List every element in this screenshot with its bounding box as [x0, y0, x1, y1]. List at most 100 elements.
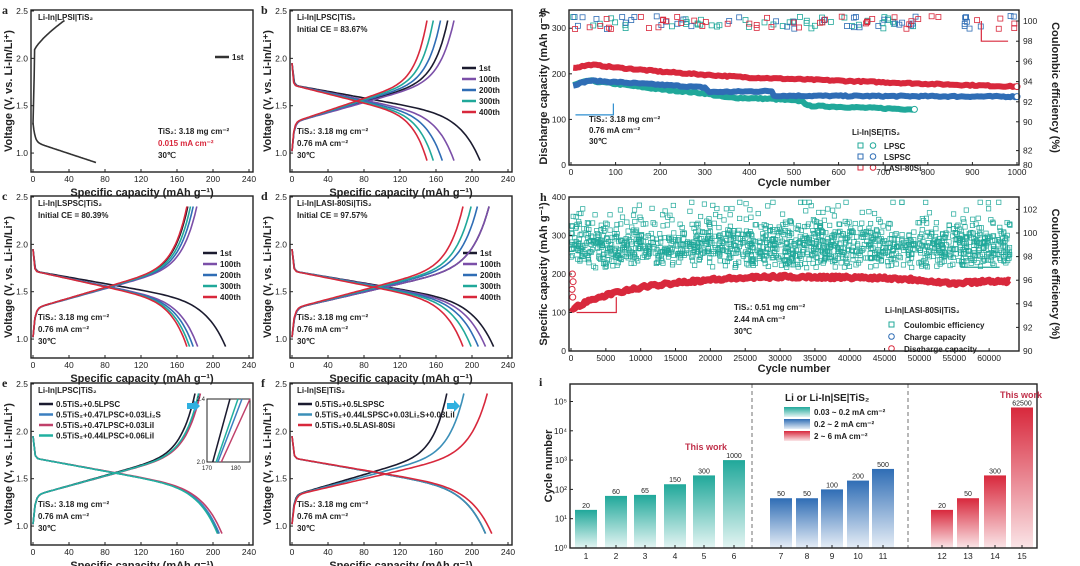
ce-point	[696, 228, 702, 234]
ce-point	[866, 209, 872, 215]
ce-point	[614, 221, 620, 228]
ce-point	[874, 228, 880, 234]
ce-point	[826, 254, 832, 260]
x-tick-label: 120	[393, 547, 407, 557]
ce-point	[997, 15, 1004, 22]
ce-point	[659, 212, 666, 218]
ce-point	[928, 13, 935, 20]
panel-title: Li-In|SE|TiS₂	[297, 386, 345, 395]
ce-point	[717, 258, 723, 264]
ce-point	[785, 228, 791, 234]
ce-point	[646, 25, 652, 31]
ce-point	[742, 17, 749, 23]
x-tick-label: 900	[965, 167, 979, 177]
bar	[931, 509, 953, 548]
ce-point	[667, 245, 673, 251]
ce-point	[785, 260, 791, 266]
bar-value-label: 200	[852, 474, 864, 481]
ce-point	[573, 225, 579, 231]
right-y-tick-label: 90	[1023, 346, 1033, 356]
ce-point	[971, 252, 977, 258]
ce-point	[844, 235, 850, 241]
ce-point	[919, 242, 925, 248]
charge-curve	[32, 206, 188, 338]
condition-label: TiS₂: 3.18 mg cm⁻²	[297, 127, 369, 136]
y-tick-label: 10²	[555, 484, 567, 494]
ce-point	[825, 206, 831, 212]
ce-point	[923, 233, 929, 239]
legend-label: 0.5TiS₂+0.5LSPSC	[315, 400, 385, 409]
y-tick-label: 2.0	[16, 426, 28, 436]
ce-point	[691, 247, 697, 253]
ce-point	[625, 234, 631, 240]
ce-point	[931, 249, 937, 255]
ce-point	[594, 228, 600, 234]
ce-point	[859, 220, 865, 226]
panel-label: c	[2, 189, 8, 203]
ce-point	[923, 199, 929, 205]
ce-point	[630, 212, 637, 218]
ce-point	[646, 251, 652, 257]
ce-point	[971, 247, 977, 253]
ce-point	[817, 220, 823, 226]
ce-point	[651, 244, 657, 250]
ce-point	[935, 14, 942, 20]
legend-label: 0.03 ~ 0.2 mA cm⁻²	[814, 408, 886, 417]
ce-point	[946, 227, 952, 233]
panel-c: c 1st 100th 200th 300th 400th 0 40 80 120 160 200 24…	[2, 189, 256, 385]
ce-point	[997, 228, 1003, 234]
ce-point	[809, 240, 816, 246]
ce-point	[693, 234, 699, 240]
ce-point	[1002, 244, 1009, 250]
bar-value-label: 20	[582, 503, 590, 510]
ce-point	[756, 243, 763, 249]
ce-point	[924, 251, 930, 257]
ce-point	[578, 210, 584, 217]
ce-point	[637, 243, 643, 249]
ce-point	[817, 19, 823, 26]
panel-label: i	[539, 375, 543, 389]
legend-label: Discharge capacity	[904, 345, 977, 354]
capacity-end-point	[910, 105, 918, 113]
ce-point	[623, 245, 629, 251]
x-tick-label: 45000	[873, 353, 897, 363]
ce-point	[571, 245, 577, 251]
ce-point	[628, 239, 634, 245]
bar-value-label: 20	[938, 503, 946, 510]
plot-frame	[30, 382, 254, 546]
x-tick-label: 10	[853, 551, 863, 561]
ce-point	[899, 199, 905, 205]
initial-capacity-point	[569, 293, 577, 301]
ce-point	[640, 254, 646, 260]
ce-point	[618, 221, 624, 227]
condition-label: 30℃	[38, 337, 56, 346]
x-tick-label: 0	[290, 360, 295, 370]
ce-point	[763, 223, 769, 229]
ce-point	[1000, 249, 1007, 255]
ce-point	[597, 23, 604, 29]
ce-point	[918, 247, 924, 253]
ce-point	[975, 215, 981, 221]
ce-point	[710, 251, 716, 257]
ce-point	[736, 244, 742, 250]
ce-point	[765, 247, 771, 253]
ce-point	[969, 222, 976, 228]
ce-point	[722, 263, 728, 269]
ce-point	[977, 263, 984, 269]
x-tick-label: 240	[242, 174, 256, 184]
ce-point	[996, 199, 1002, 205]
ce-point	[737, 236, 743, 242]
legend-label: 0.5TiS₂+0.5LPSC	[56, 400, 120, 409]
ce-point	[790, 19, 797, 26]
x-tick-label: 0	[31, 174, 36, 184]
ce-point	[658, 239, 664, 245]
bar	[664, 484, 686, 548]
ce-point	[638, 232, 644, 238]
ce-point	[892, 257, 898, 263]
ce-point	[830, 238, 836, 244]
ce-point	[846, 219, 852, 225]
ce-point	[695, 220, 701, 226]
ce-point	[951, 211, 957, 217]
right-y-tick-label: 96	[1023, 275, 1033, 285]
ce-point	[917, 235, 923, 241]
